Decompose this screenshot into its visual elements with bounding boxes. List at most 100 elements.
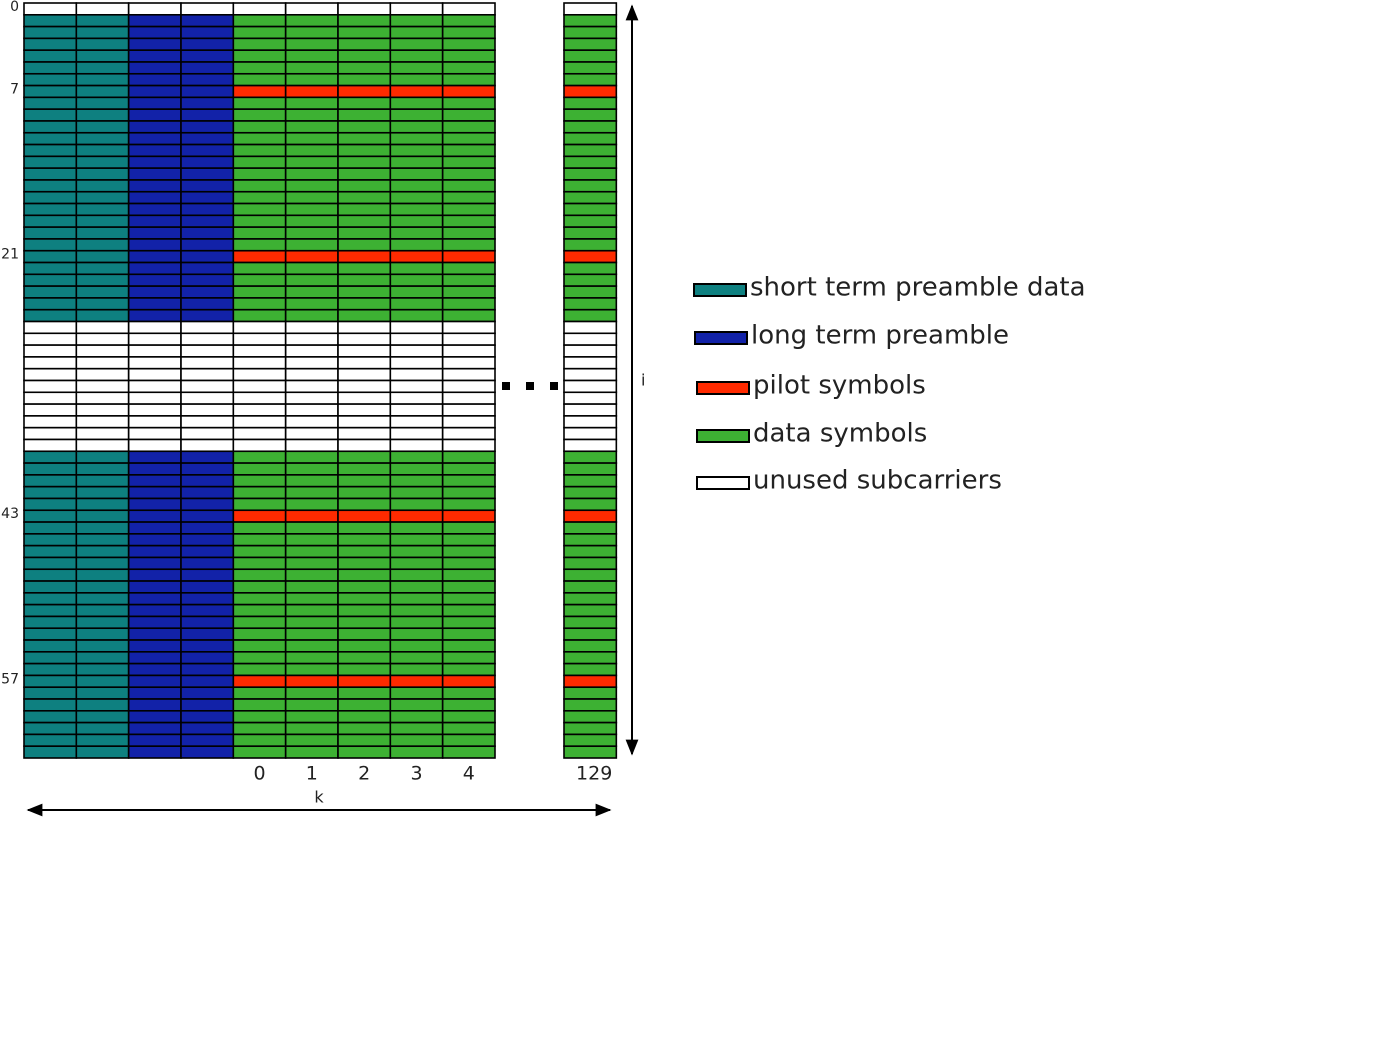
- cell: [75, 367, 130, 382]
- cell: [75, 592, 130, 606]
- cell: [284, 308, 339, 323]
- cell: [441, 379, 496, 394]
- cell: [389, 155, 444, 169]
- cell: [441, 155, 496, 169]
- cell: [232, 285, 287, 299]
- cell: [284, 426, 339, 441]
- cell: [127, 356, 182, 370]
- cell: [180, 615, 235, 630]
- cell: [441, 415, 496, 429]
- cell: [75, 497, 130, 512]
- cell: [127, 344, 182, 358]
- cell: [75, 84, 130, 99]
- cell: [75, 356, 130, 370]
- cell: [337, 415, 392, 429]
- cell: [232, 37, 287, 51]
- cell: [75, 521, 130, 535]
- cell: [127, 202, 182, 217]
- cell: [337, 37, 392, 51]
- cell: [441, 143, 496, 158]
- cell: [563, 61, 618, 75]
- cell: [23, 37, 78, 51]
- cell: [23, 580, 78, 594]
- cell: [389, 297, 444, 311]
- cell: [389, 356, 444, 370]
- cell: [232, 686, 287, 700]
- cell: [23, 320, 78, 335]
- cell: [284, 391, 339, 405]
- cell: [389, 485, 444, 500]
- cell: [23, 686, 78, 700]
- cell: [180, 297, 235, 311]
- cell: [337, 556, 392, 571]
- cell: [389, 426, 444, 441]
- cell: [441, 367, 496, 382]
- cell: [127, 674, 182, 689]
- cell: [284, 238, 339, 252]
- cell: [441, 37, 496, 51]
- cell: [23, 544, 78, 559]
- cell: [337, 13, 392, 28]
- cell: [23, 49, 78, 63]
- cell: [389, 190, 444, 205]
- k-axis-label: k: [314, 788, 324, 807]
- cell: [284, 580, 339, 594]
- cell: [441, 249, 496, 264]
- cell: [180, 651, 235, 665]
- cell: [23, 533, 78, 547]
- cell: [284, 733, 339, 748]
- cell: [284, 686, 339, 700]
- cell: [232, 745, 287, 759]
- cell: [23, 143, 78, 158]
- cell: [127, 179, 182, 193]
- cell: [180, 214, 235, 228]
- cell: [23, 651, 78, 665]
- cell: [284, 603, 339, 618]
- cell: [180, 556, 235, 571]
- cell: [284, 84, 339, 99]
- cell: [180, 249, 235, 264]
- cell: [284, 356, 339, 370]
- cell: [23, 285, 78, 299]
- cell: [232, 120, 287, 134]
- cell: [232, 556, 287, 571]
- cell: [284, 698, 339, 712]
- cell: [232, 202, 287, 217]
- cell: [441, 25, 496, 40]
- cell: [232, 367, 287, 382]
- cell: [441, 226, 496, 240]
- legend-label: pilot symbols: [753, 371, 926, 401]
- cell: [127, 509, 182, 523]
- cell: [284, 627, 339, 641]
- cell: [127, 155, 182, 169]
- cell: [180, 733, 235, 748]
- cell: [23, 698, 78, 712]
- cell: [337, 497, 392, 512]
- cell: [441, 179, 496, 193]
- cell: [232, 651, 287, 665]
- cell: [389, 37, 444, 51]
- cell: [127, 497, 182, 512]
- cell: [337, 332, 392, 346]
- cell: [75, 202, 130, 217]
- cell: [389, 533, 444, 547]
- cell: [127, 297, 182, 311]
- cell: [284, 214, 339, 228]
- cell: [337, 710, 392, 724]
- cell: [127, 592, 182, 606]
- cell: [23, 2, 78, 16]
- cell: [127, 733, 182, 748]
- cell: [389, 2, 444, 16]
- cell: [75, 249, 130, 264]
- cell: [389, 556, 444, 571]
- cell: [337, 72, 392, 87]
- cell: [75, 332, 130, 346]
- cell: [23, 332, 78, 346]
- cell: [337, 167, 392, 181]
- cell: [75, 37, 130, 51]
- cell: [75, 733, 130, 748]
- cell: [441, 190, 496, 205]
- cell: [75, 580, 130, 594]
- legend-swatch: [696, 429, 750, 443]
- cell: [232, 639, 287, 653]
